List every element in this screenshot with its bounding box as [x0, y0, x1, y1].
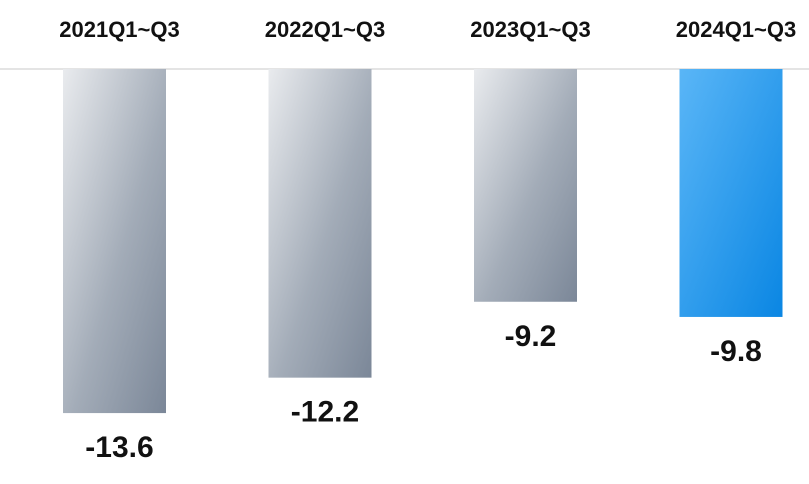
value-label: -12.2: [291, 396, 359, 429]
bar-2022Q1~Q3: [268, 69, 372, 378]
bar-2023Q1~Q3: [474, 69, 577, 302]
bar-2024Q1~Q3: [679, 69, 783, 317]
bar-2021Q1~Q3: [63, 69, 166, 414]
category-label: 2023Q1~Q3: [470, 17, 590, 42]
bars-layer: [63, 69, 783, 414]
value-label: -9.8: [710, 335, 762, 368]
category-label: 2022Q1~Q3: [265, 17, 385, 42]
value-label: -9.2: [505, 320, 557, 353]
category-label: 2024Q1~Q3: [676, 17, 796, 42]
category-label: 2021Q1~Q3: [59, 17, 179, 42]
labels-layer: 2021Q1~Q3 -13.6 2022Q1~Q3 -12.2 2023Q1~Q3 -9.…: [59, 17, 796, 464]
value-label: -13.6: [85, 431, 153, 464]
